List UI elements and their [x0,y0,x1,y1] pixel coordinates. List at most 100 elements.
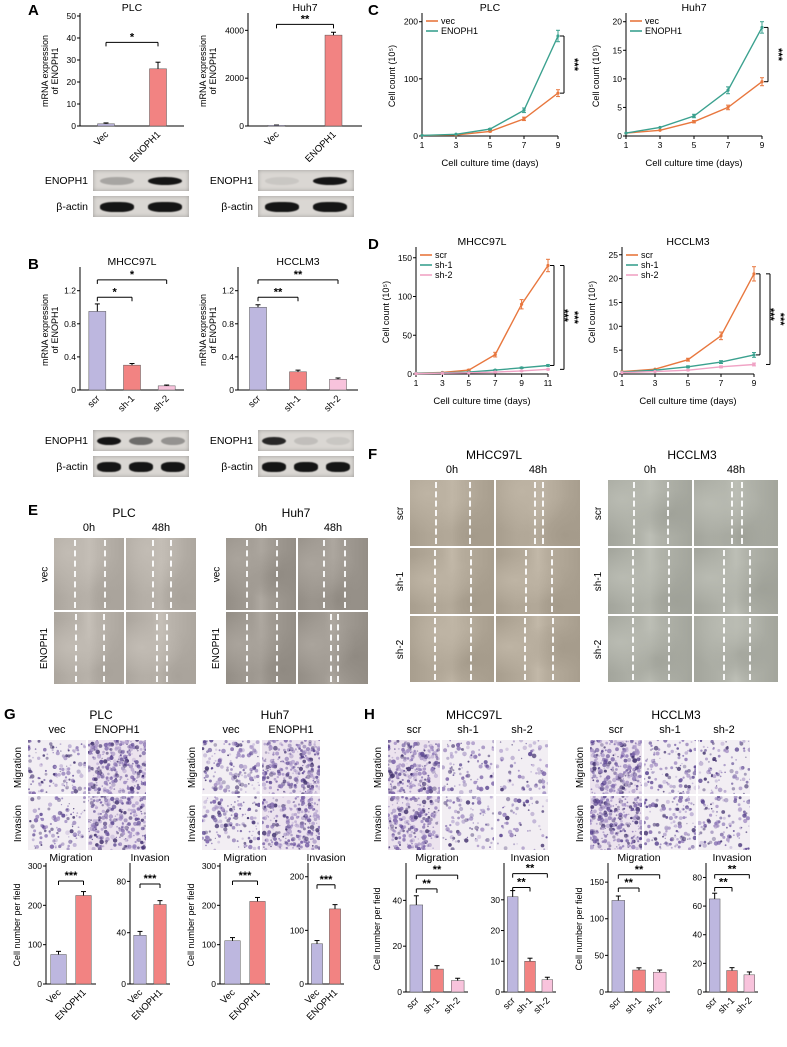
condition-label: sh-2 [592,616,606,682]
wound-image [410,480,494,546]
blot-lane [306,201,354,212]
svg-text:0.4: 0.4 [222,352,234,362]
blot-band [99,201,135,212]
blot-band [129,436,153,445]
blot-row: ENOPH1 [42,170,189,191]
svg-text:100: 100 [404,74,418,84]
condition-label: sh-1 [457,724,479,736]
bar-chart-g_huh7_migration: Migration Cell number per field 0 100 200 300… [186,852,276,1030]
svg-text:1: 1 [420,140,425,150]
svg-text:vec: vec [645,16,660,26]
condition-label-text: sh-1 [593,571,605,591]
panel-G-transwell-groups: PLC vec ENOPH1 Migration Invasion Migration Ce… [12,708,362,1030]
svg-text:0: 0 [299,979,304,989]
condition-label: vec [222,724,240,736]
svg-text:1: 1 [624,140,629,150]
timepoint-label: 48h [726,464,746,476]
svg-text:***: *** [774,313,786,327]
svg-text:0: 0 [71,121,76,131]
assay-label-text: Migration [13,746,25,788]
svg-text:Cell number per field: Cell number per field [574,887,584,970]
transwell-grid: vec ENOPH1 Migration Invasion [186,724,350,850]
blot-lane [93,461,125,472]
transwell-image [262,796,320,850]
wound-image [496,548,580,614]
svg-text:2000: 2000 [225,73,244,83]
svg-text:10: 10 [67,99,77,109]
blot-image [93,196,189,217]
svg-text:7: 7 [726,140,731,150]
svg-text:Cell count (10⁵): Cell count (10⁵) [387,45,397,107]
group-title: PLC [112,506,136,520]
condition-label: scr [608,724,624,736]
blot-row: ENOPH1 [207,170,354,191]
timepoint-label: 0h [445,464,459,476]
svg-text:of ENOPH1: of ENOPH1 [208,47,218,94]
svg-text:15: 15 [613,45,623,55]
panel-E: E PLC 0h 48h vec ENOPH1 Huh7 0h 48h vec ENOPH1 [26,502,368,706]
svg-text:sh-1: sh-1 [514,995,535,1016]
wound-edge-line [542,482,545,544]
quantification-charts: Migration Cell number per field 0 100 200 300… [186,852,350,1030]
svg-text:5: 5 [466,378,471,388]
blot-lane [125,436,157,445]
svg-text:0: 0 [617,131,622,141]
svg-text:0: 0 [239,121,244,131]
svg-text:scr: scr [607,995,624,1012]
svg-text:Cell count (10⁵): Cell count (10⁵) [381,281,391,343]
wound-image [298,612,368,684]
blot-band [262,436,286,445]
wound-edge-line [666,482,669,544]
blot-lane [322,436,354,445]
svg-text:Cell number per field: Cell number per field [12,883,22,966]
svg-text:0: 0 [495,987,500,997]
assay-label: Invasion [574,796,588,850]
svg-text:scr: scr [641,250,653,260]
wound-image [694,548,778,614]
svg-text:sh-2: sh-2 [734,995,755,1016]
svg-text:Cell culture time (days): Cell culture time (days) [645,158,742,169]
bar-chart-h_hcclm3_invasion: Invasion 0 20 40 60 80 scr sh-1 sh-2 ** ** [678,852,764,1030]
condition-label: sh-2 [713,724,735,736]
svg-text:Migration: Migration [223,852,266,864]
bar-chart-h_hcclm3_migration: Migration Cell number per field 0 50 100 150 s… [574,852,676,1030]
group-title: Huh7 [260,708,290,722]
svg-text:20: 20 [693,958,703,968]
wound-image [608,548,692,614]
quantification-charts: Migration Cell number per field 0 50 100 150 s… [574,852,764,1030]
transwell-image [698,796,750,850]
blot-band [147,201,183,212]
svg-text:30: 30 [491,895,501,905]
svg-text:Vec: Vec [92,129,111,148]
assay-label-text: Invasion [13,804,25,842]
svg-text:10: 10 [491,956,501,966]
blot-lane [157,461,189,472]
svg-text:0: 0 [413,131,418,141]
wound-edge-line [667,618,670,680]
wound-group: MHCC97L 0h 48h scr sh-1 sh-2 [394,448,580,682]
panel-label-C: C [368,2,379,19]
blot-lane [141,201,189,212]
wound-image [410,616,494,682]
svg-text:ENOPH1: ENOPH1 [645,26,682,36]
blot-row: β-actin [207,196,354,217]
svg-text:20: 20 [613,17,623,27]
blot-protein-label: β-actin [221,460,253,473]
panel-E-wound-groups: PLC 0h 48h vec ENOPH1 Huh7 0h 48h vec ENOPH1 [38,506,368,684]
wound-edge-line [632,550,635,612]
transwell-image [388,796,440,850]
svg-text:150: 150 [590,877,604,887]
wound-edge-line [343,540,346,608]
svg-text:sh-1: sh-1 [282,393,303,414]
svg-text:HCCLM3: HCCLM3 [276,256,319,268]
transwell-grid: scr sh-1 sh-2 Migration Invasion [372,724,562,850]
bar-chart-huh7-mrna: Huh7 mRNA expression of ENOPH1 0 2000 4000 Vec… [198,2,370,166]
bar-chart-h_mhcc97l_migration: Migration Cell number per field 0 20 40 scr sh… [372,852,474,1030]
blot-image [258,196,354,217]
svg-text:Huh7: Huh7 [681,2,706,14]
panel-H: H MHCC97L scr sh-1 sh-2 Migration Invasion Mig… [362,706,786,1045]
condition-label: ENOPH1 [38,612,52,684]
svg-text:Migration: Migration [415,852,458,864]
group-title: PLC [89,708,113,722]
